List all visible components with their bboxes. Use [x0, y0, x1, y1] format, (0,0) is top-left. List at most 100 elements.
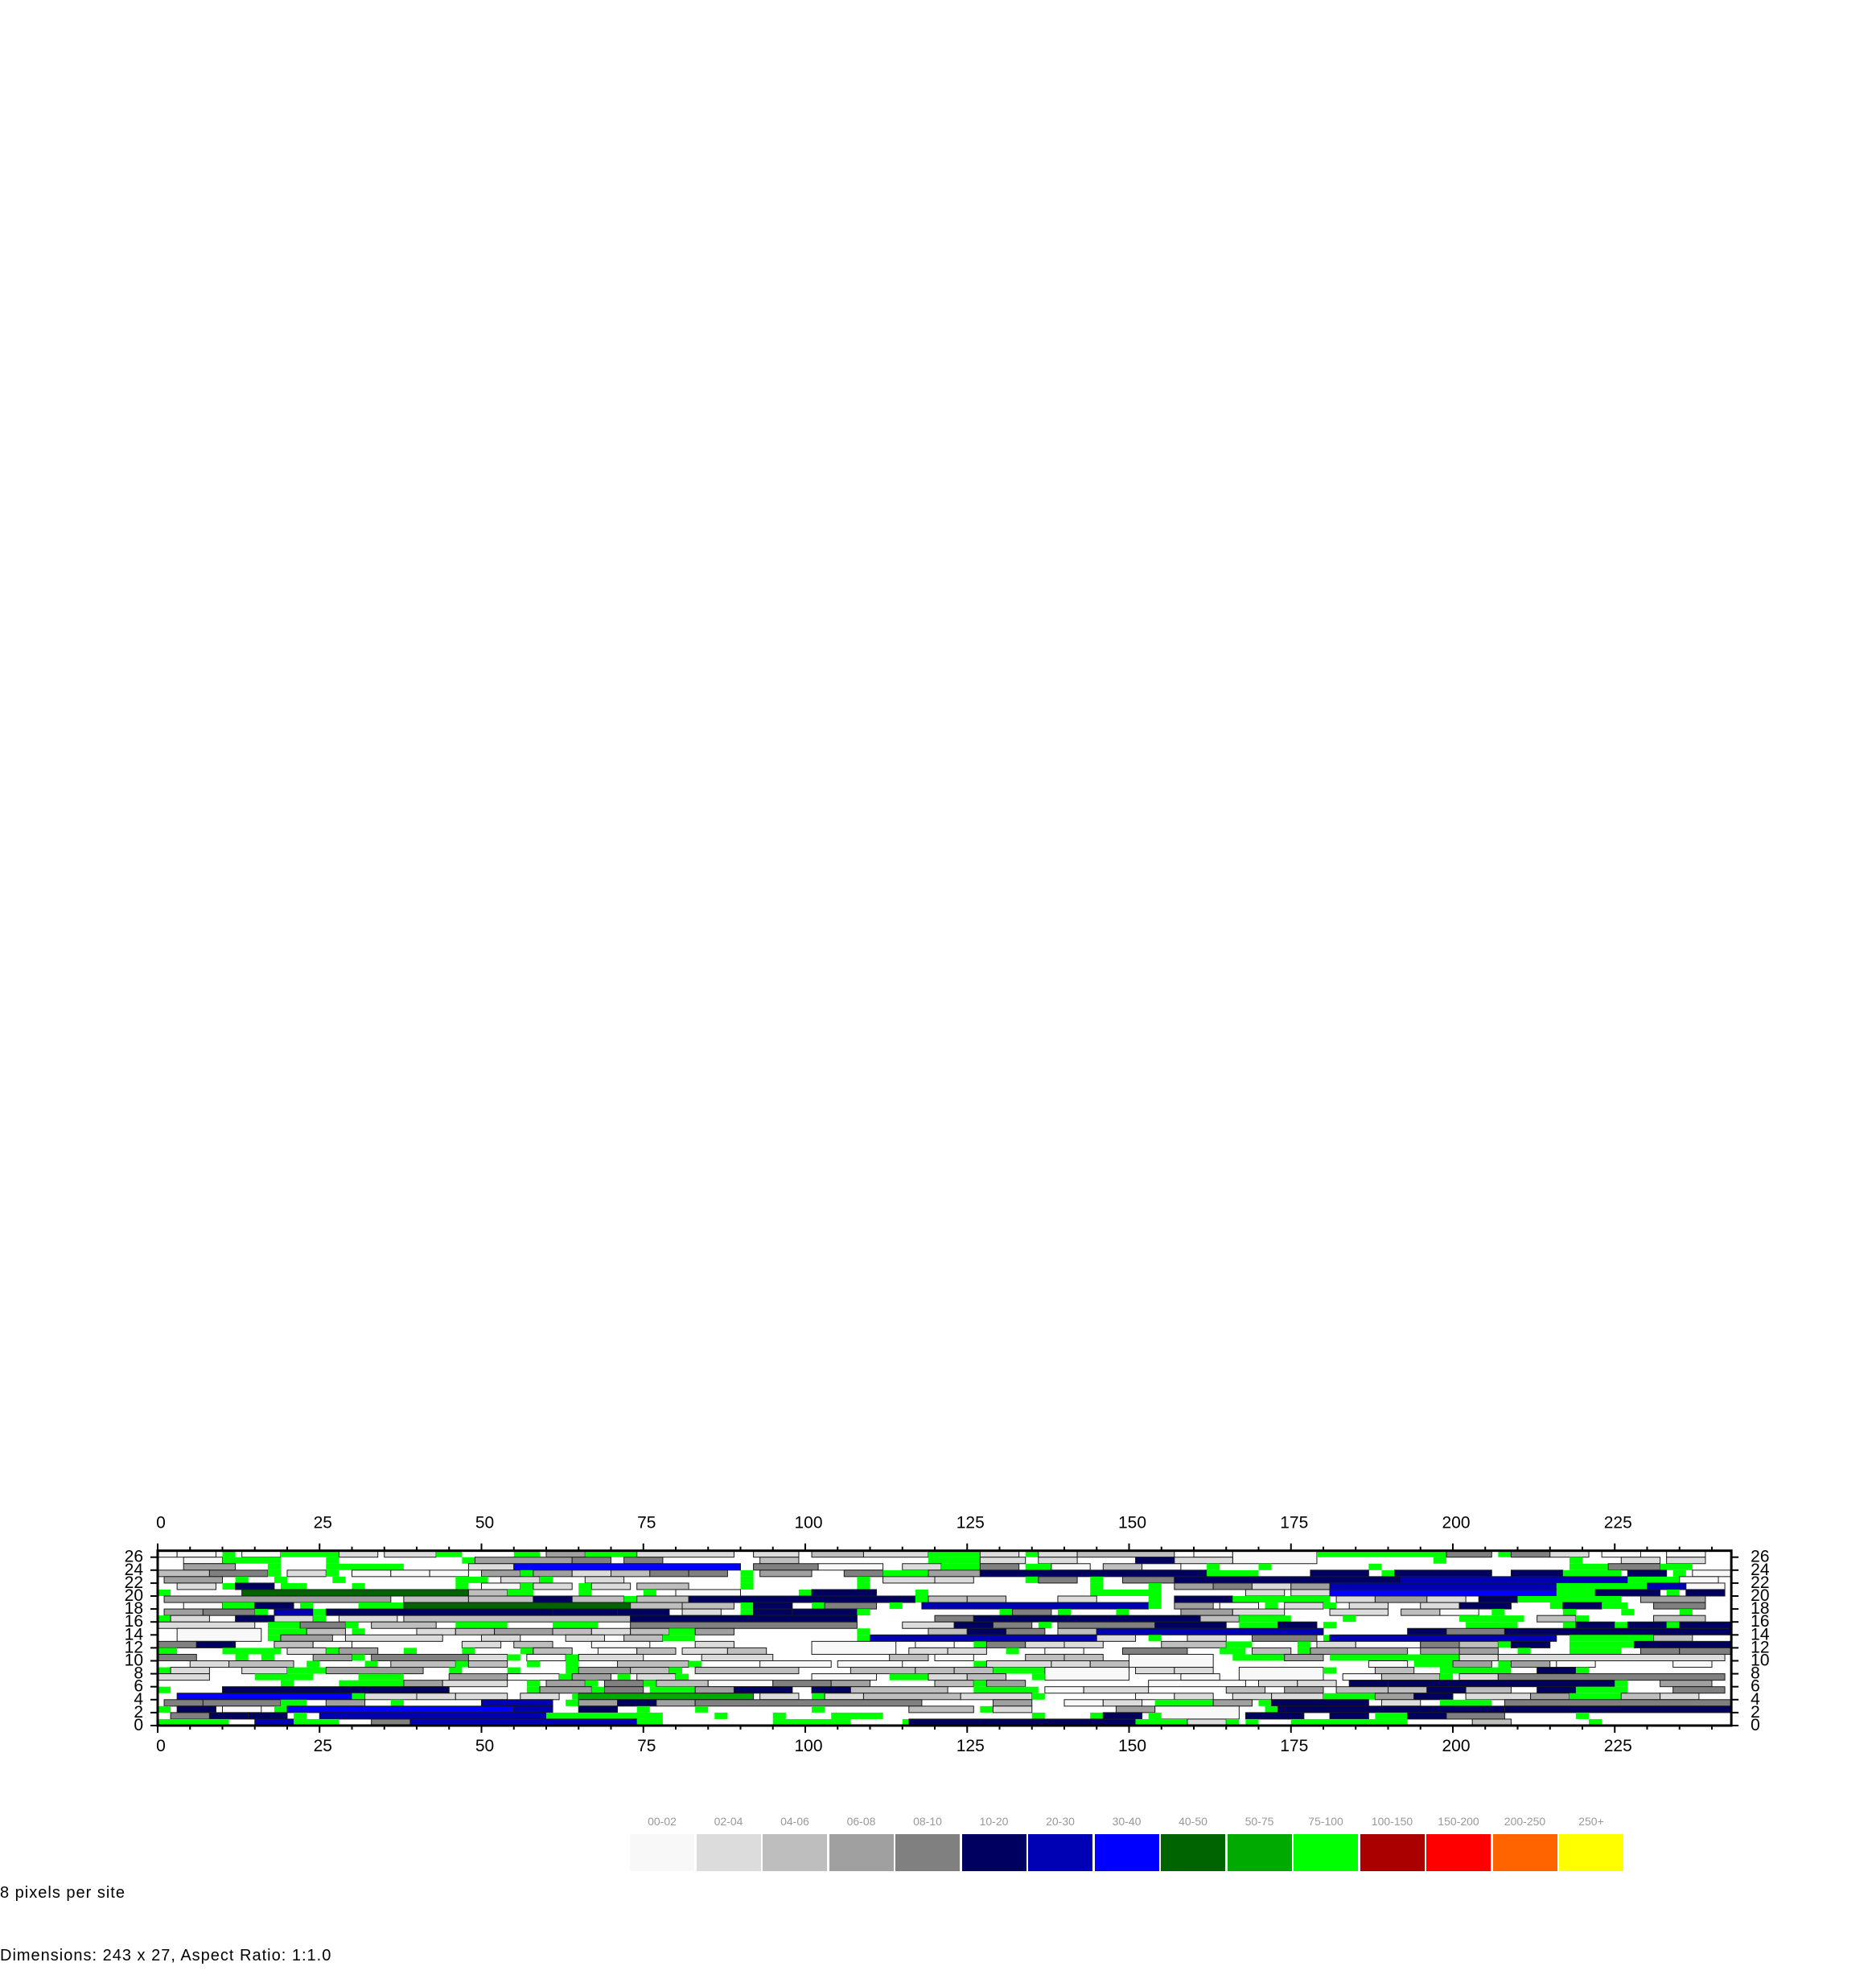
site-cell — [973, 1615, 1201, 1623]
site-cell — [1031, 1693, 1045, 1700]
site-cell — [1148, 1635, 1162, 1642]
site-cell — [1051, 1660, 1091, 1668]
site-cell — [902, 1621, 955, 1629]
site-cell — [1666, 1589, 1680, 1596]
site-cell — [811, 1686, 851, 1694]
site-cell — [481, 1634, 521, 1642]
site-cell — [254, 1602, 294, 1610]
site-cell — [572, 1693, 579, 1700]
site-cell — [1174, 1595, 1233, 1603]
site-cell — [817, 1563, 884, 1571]
site-cell — [352, 1654, 365, 1661]
site-cell — [857, 1635, 870, 1642]
site-cell — [1025, 1640, 1065, 1648]
site-cell — [358, 1673, 404, 1681]
site-cell — [1653, 1602, 1706, 1610]
site-cell — [1466, 1622, 1518, 1629]
site-cell — [1329, 1634, 1557, 1642]
site-cell — [928, 1595, 968, 1603]
site-cell — [533, 1647, 573, 1655]
dimensions-text: Dimensions: 243 x 27, Aspect Ratio: 1:1.… — [0, 1947, 332, 1964]
site-cell — [313, 1615, 327, 1623]
site-cell — [675, 1589, 741, 1597]
site-cell — [254, 1673, 314, 1681]
site-cell — [552, 1608, 619, 1616]
site-cell — [1446, 1712, 1505, 1720]
site-cell — [513, 1705, 553, 1713]
site-cell — [364, 1693, 418, 1701]
site-cell — [1562, 1569, 1622, 1577]
site-cell — [526, 1686, 540, 1693]
site-cell — [941, 1563, 981, 1570]
site-cell — [857, 1582, 870, 1590]
site-cell — [812, 1693, 825, 1700]
site-cell — [1647, 1582, 1687, 1590]
site-cell — [455, 1576, 488, 1583]
legend-label: 250+ — [1578, 1815, 1604, 1828]
site-cell — [1329, 1589, 1557, 1597]
site-cell — [494, 1627, 553, 1635]
site-cell — [966, 1595, 1007, 1603]
site-cell — [1374, 1667, 1415, 1675]
site-cell — [1549, 1602, 1563, 1610]
site-cell — [352, 1569, 392, 1578]
site-cell — [507, 1667, 520, 1674]
site-cell — [985, 1680, 1026, 1688]
site-cell — [603, 1680, 644, 1688]
site-cell — [1458, 1602, 1512, 1610]
site-cell — [812, 1705, 825, 1713]
site-cell — [183, 1557, 223, 1565]
site-cell — [539, 1686, 592, 1694]
x-tick-label-top: 200 — [1442, 1514, 1470, 1532]
site-cell — [1679, 1647, 1732, 1655]
site-cell — [176, 1705, 216, 1713]
legend-item: 100-150 — [1360, 1815, 1425, 1871]
site-cell — [467, 1660, 508, 1668]
site-cell — [1310, 1647, 1409, 1655]
y-tick-label-right: 6 — [1751, 1677, 1760, 1696]
site-cell — [590, 1627, 632, 1635]
site-cell — [390, 1660, 456, 1668]
site-cell — [1342, 1673, 1382, 1681]
y-tick-label-left: 4 — [134, 1690, 143, 1709]
site-cell — [1025, 1563, 1051, 1570]
site-cell — [681, 1608, 722, 1616]
site-cell — [533, 1582, 573, 1590]
site-cell — [566, 1667, 579, 1674]
site-cell — [688, 1569, 728, 1578]
site-cell — [753, 1602, 793, 1610]
site-cell — [1504, 1699, 1732, 1707]
site-cell — [163, 1699, 204, 1707]
site-cell — [1498, 1550, 1512, 1557]
legend-label: 20-30 — [1046, 1815, 1075, 1828]
site-cell — [1174, 1602, 1214, 1610]
site-cell — [1265, 1705, 1278, 1713]
site-cell — [1220, 1648, 1246, 1655]
site-cell — [267, 1628, 307, 1635]
site-cell — [759, 1557, 800, 1565]
site-cell — [267, 1563, 281, 1570]
site-cell — [1602, 1602, 1628, 1610]
site-cell — [280, 1634, 333, 1642]
site-cell — [1413, 1660, 1453, 1668]
x-tick-label-bottom: 0 — [156, 1737, 166, 1755]
site-cell — [248, 1712, 288, 1720]
site-cell — [287, 1667, 327, 1674]
legend-label: 00-02 — [648, 1815, 677, 1828]
site-cell — [694, 1699, 923, 1707]
site-cell — [1401, 1576, 1628, 1584]
site-cell — [1497, 1673, 1726, 1681]
site-cell — [467, 1595, 534, 1603]
site-cell — [280, 1550, 339, 1557]
site-cell — [467, 1563, 515, 1571]
site-cell — [1148, 1582, 1162, 1590]
site-cell — [1148, 1680, 1246, 1688]
site-cell — [176, 1627, 262, 1642]
site-cell — [1458, 1647, 1499, 1655]
site-cell — [1465, 1686, 1512, 1694]
site-cell — [1330, 1654, 1460, 1661]
site-cell — [1135, 1667, 1175, 1675]
site-cell — [1537, 1686, 1577, 1694]
site-cell — [170, 1615, 210, 1623]
site-cell — [1244, 1589, 1286, 1597]
